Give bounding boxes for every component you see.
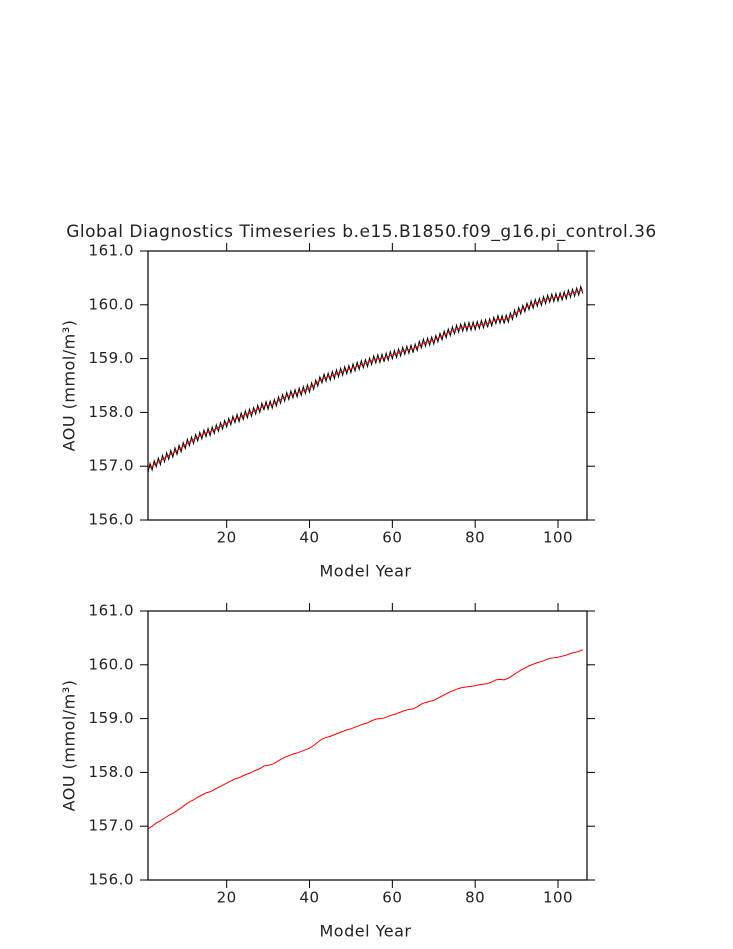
x-tick-label: 40 (299, 529, 319, 547)
x-tick-label: 80 (465, 889, 485, 907)
y-tick-label: 157.0 (89, 457, 134, 475)
plot-frame (147, 250, 588, 521)
y-tick-label: 159.0 (89, 709, 134, 727)
plot-frame (147, 610, 588, 881)
x-tick-label: 20 (217, 889, 237, 907)
y-axis-label: AOU (mmol/m³) (60, 320, 79, 452)
y-tick-label: 160.0 (89, 295, 134, 313)
y-tick-label: 158.0 (89, 403, 134, 421)
x-tick-label: 40 (299, 889, 319, 907)
x-tick-label: 80 (465, 529, 485, 547)
y-tick-label: 161.0 (89, 242, 134, 260)
y-tick-label: 157.0 (89, 817, 134, 835)
data-line (147, 289, 584, 470)
y-tick-label: 156.0 (89, 511, 134, 529)
y-tick-label: 161.0 (89, 602, 134, 620)
data-line (147, 284, 584, 473)
x-tick-label: 100 (543, 889, 573, 907)
x-axis-label: Model Year (320, 562, 412, 581)
x-tick-label: 100 (543, 529, 573, 547)
y-tick-label: 159.0 (89, 349, 134, 367)
x-tick-label: 60 (382, 529, 402, 547)
x-axis-label: Model Year (320, 922, 412, 941)
y-tick-label: 156.0 (89, 871, 134, 889)
y-axis-label: AOU (mmol/m³) (60, 680, 79, 812)
x-tick-label: 20 (217, 529, 237, 547)
x-tick-label: 60 (382, 889, 402, 907)
chart-title: Global Diagnostics Timeseries b.e15.B185… (66, 222, 656, 242)
y-tick-label: 160.0 (89, 655, 134, 673)
data-line (147, 649, 584, 830)
y-tick-label: 158.0 (89, 763, 134, 781)
